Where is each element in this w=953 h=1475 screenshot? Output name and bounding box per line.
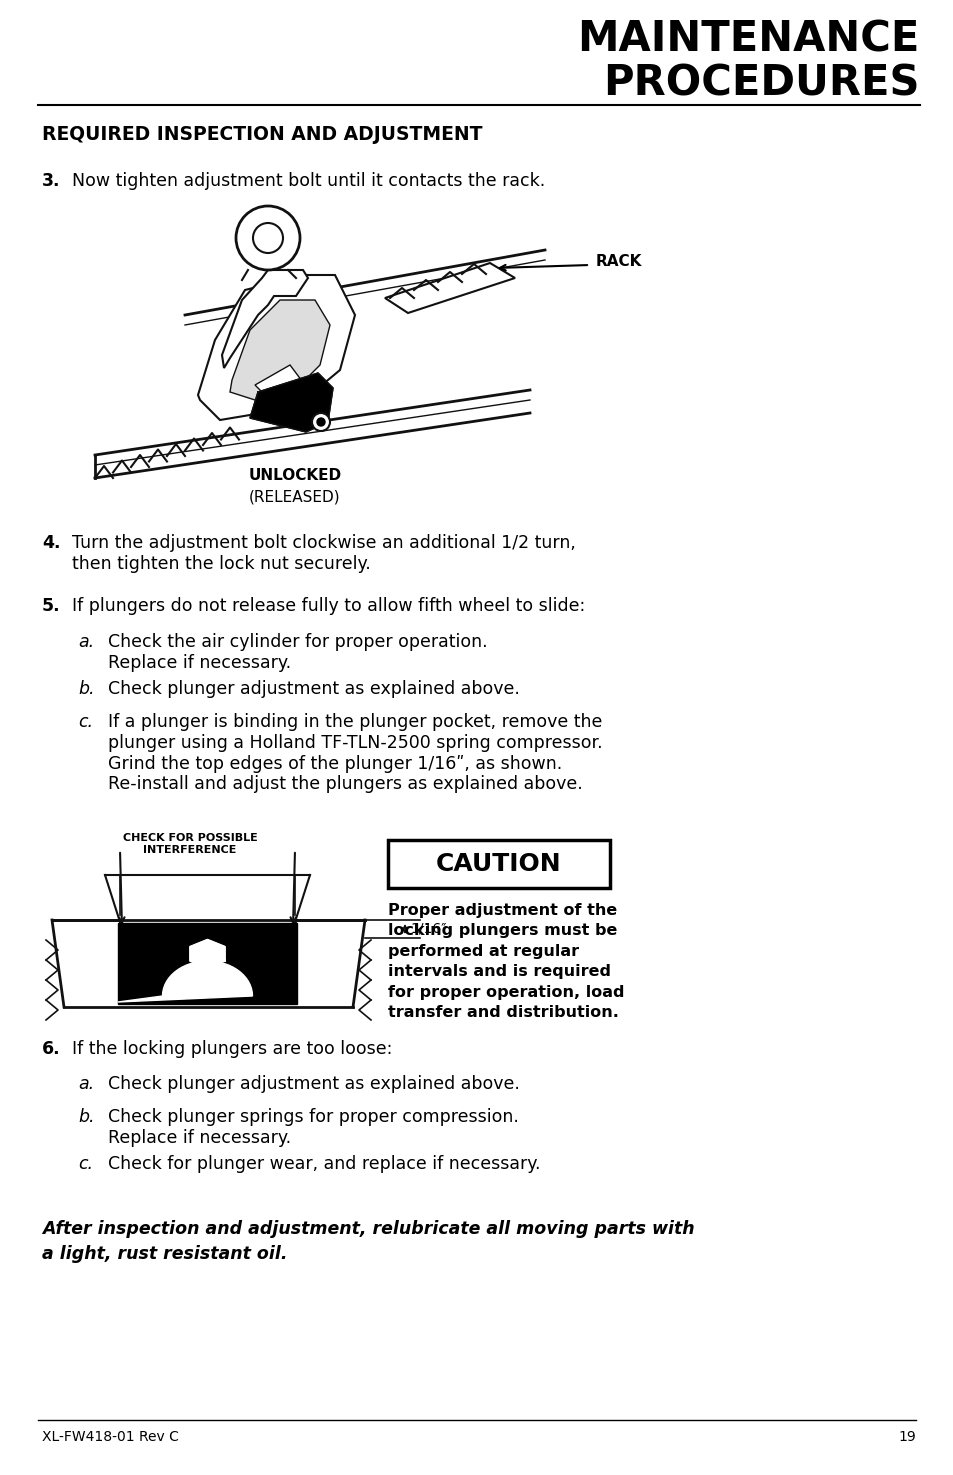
Text: RACK: RACK [596,255,641,270]
Polygon shape [118,962,253,1002]
Polygon shape [190,940,225,968]
Text: Check the air cylinder for proper operation.
Replace if necessary.: Check the air cylinder for proper operat… [108,633,487,671]
Text: 4.: 4. [42,534,60,552]
Text: Check plunger springs for proper compression.
Replace if necessary.: Check plunger springs for proper compres… [108,1108,518,1146]
Text: PROCEDURES: PROCEDURES [603,62,919,105]
Text: CHECK FOR POSSIBLE
INTERFERENCE: CHECK FOR POSSIBLE INTERFERENCE [123,833,257,854]
Circle shape [312,413,330,431]
Text: c.: c. [78,1155,92,1173]
Text: Proper adjustment of the
locking plungers must be
performed at regular
intervals: Proper adjustment of the locking plunger… [388,903,624,1021]
Polygon shape [222,270,308,367]
Text: 3.: 3. [42,173,60,190]
Polygon shape [230,299,330,400]
Text: 5.: 5. [42,597,61,615]
Text: 1/16″: 1/16″ [410,922,446,937]
Text: XL-FW418-01 Rev C: XL-FW418-01 Rev C [42,1429,179,1444]
Text: a.: a. [78,633,94,650]
Polygon shape [250,373,333,432]
Text: Check plunger adjustment as explained above.: Check plunger adjustment as explained ab… [108,1075,519,1093]
Text: After inspection and adjustment, relubricate all moving parts with
a light, rust: After inspection and adjustment, relubri… [42,1220,694,1263]
Text: Turn the adjustment bolt clockwise an additional 1/2 turn,
then tighten the lock: Turn the adjustment bolt clockwise an ad… [71,534,576,572]
Text: b.: b. [78,1108,94,1125]
Text: Check for plunger wear, and replace if necessary.: Check for plunger wear, and replace if n… [108,1155,540,1173]
Text: MAINTENANCE: MAINTENANCE [577,18,919,60]
Text: a.: a. [78,1075,94,1093]
Text: Now tighten adjustment bolt until it contacts the rack.: Now tighten adjustment bolt until it con… [71,173,545,190]
Polygon shape [198,274,355,420]
Text: 19: 19 [898,1429,915,1444]
Text: If a plunger is binding in the plunger pocket, remove the
plunger using a Hollan: If a plunger is binding in the plunger p… [108,712,602,794]
Bar [118,923,296,1004]
Bar [388,839,609,888]
Text: UNLOCKED: UNLOCKED [248,468,341,482]
Circle shape [253,223,283,254]
Text: CAUTION: CAUTION [436,853,561,876]
Text: (RELEASED): (RELEASED) [249,490,340,504]
Circle shape [235,207,299,270]
Text: REQUIRED INSPECTION AND ADJUSTMENT: REQUIRED INSPECTION AND ADJUSTMENT [42,125,482,145]
Polygon shape [385,263,515,313]
Circle shape [316,417,325,426]
Text: c.: c. [78,712,92,732]
Text: If plungers do not release fully to allow fifth wheel to slide:: If plungers do not release fully to allo… [71,597,584,615]
Text: Check plunger adjustment as explained above.: Check plunger adjustment as explained ab… [108,680,519,698]
Text: b.: b. [78,680,94,698]
Text: 6.: 6. [42,1040,61,1058]
Text: If the locking plungers are too loose:: If the locking plungers are too loose: [71,1040,392,1058]
Polygon shape [254,364,305,400]
